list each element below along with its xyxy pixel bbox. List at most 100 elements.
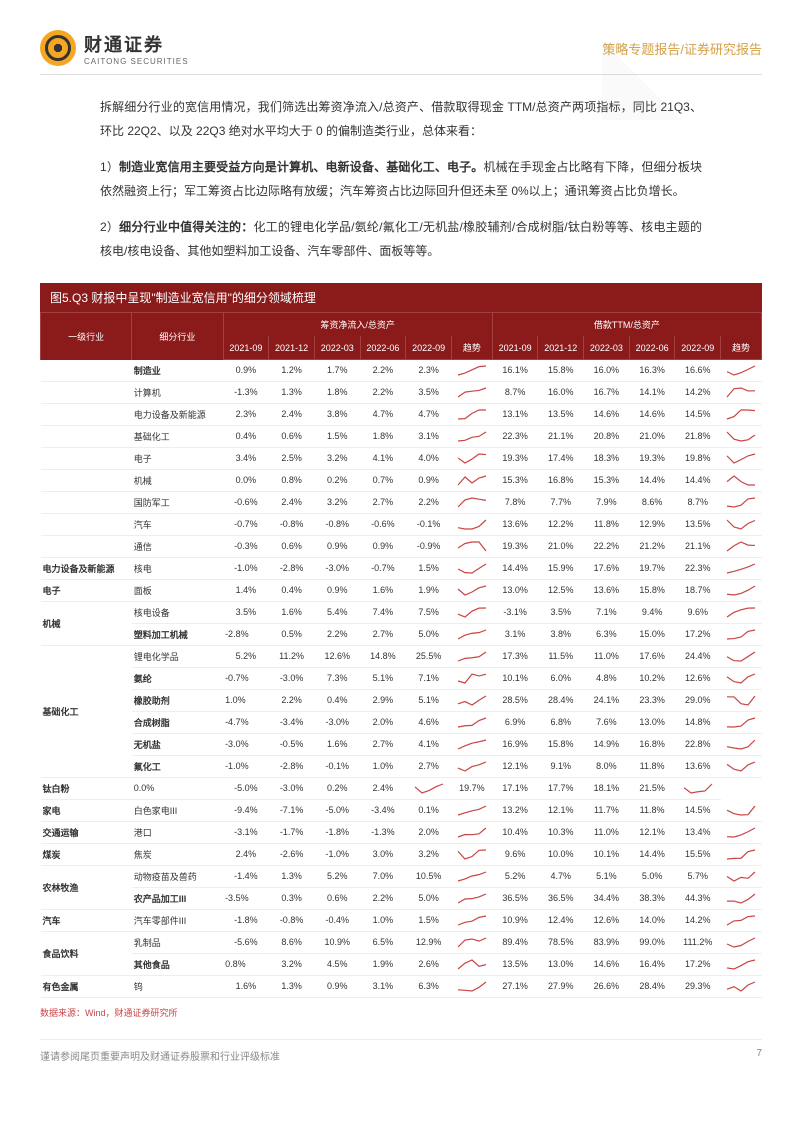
table-row: 家电白色家电III-9.4%-7.1%-5.0%-3.4%0.1%13.2%12… — [41, 799, 762, 821]
data-cell: 16.1% — [492, 360, 538, 382]
data-cell: 1.6% — [269, 601, 315, 623]
cat-cell — [41, 403, 132, 425]
trend-cell — [451, 953, 492, 975]
data-cell: -0.9% — [406, 535, 452, 557]
table-row: 基础化工锂电化学品5.2%11.2%12.6%14.8%25.5%17.3%11… — [41, 645, 762, 667]
data-cell: -3.5% — [223, 887, 269, 909]
trend-cell — [721, 843, 762, 865]
logo-icon — [40, 30, 76, 66]
data-cell: 17.1% — [492, 777, 538, 799]
data-cell: 14.6% — [629, 403, 675, 425]
data-cell: 12.4% — [538, 909, 584, 931]
data-cell: 12.6% — [584, 909, 630, 931]
data-cell: 22.8% — [675, 733, 721, 755]
table-row: 国防军工-0.6%2.4%3.2%2.7%2.2%7.8%7.7%7.9%8.6… — [41, 491, 762, 513]
sub-cell: 氨纶 — [132, 667, 223, 689]
data-cell: 24.4% — [675, 645, 721, 667]
page-number: 7 — [756, 1048, 762, 1063]
table-row: 电力设备及新能源核电-1.0%-2.8%-3.0%-0.7%1.5%14.4%1… — [41, 557, 762, 579]
data-cell: 19.7% — [629, 557, 675, 579]
data-cell: 2.2% — [314, 623, 360, 645]
data-cell: 3.5% — [406, 381, 452, 403]
data-cell: 1.5% — [314, 425, 360, 447]
data-cell: 29.0% — [675, 689, 721, 711]
data-cell: 0.2% — [314, 469, 360, 491]
data-cell: 19.3% — [492, 447, 538, 469]
data-cell: 7.1% — [584, 601, 630, 623]
trend-cell — [721, 799, 762, 821]
data-cell: 26.6% — [584, 975, 630, 997]
data-cell: 7.4% — [360, 601, 406, 623]
data-cell: 3.2% — [314, 491, 360, 513]
trend-cell — [721, 711, 762, 733]
data-cell: 38.3% — [629, 887, 675, 909]
sub-cell: 制造业 — [132, 360, 223, 382]
cat-cell: 交通运输 — [41, 821, 132, 843]
data-cell: 13.6% — [492, 513, 538, 535]
trend-cell — [721, 645, 762, 667]
trend-cell — [451, 579, 492, 601]
data-cell: 14.1% — [629, 381, 675, 403]
data-cell: 0.4% — [314, 689, 360, 711]
trend-cell — [721, 733, 762, 755]
sub-cell: 钨 — [132, 975, 223, 997]
table-row: 有色金属钨1.6%1.3%0.9%3.1%6.3%27.1%27.9%26.6%… — [41, 975, 762, 997]
data-cell: 14.4% — [675, 469, 721, 491]
data-cell: -3.0% — [314, 711, 360, 733]
data-cell: 19.3% — [629, 447, 675, 469]
data-cell: -5.0% — [223, 777, 269, 799]
data-cell: 0.8% — [223, 953, 269, 975]
data-cell: -3.0% — [269, 777, 315, 799]
data-cell: -0.7% — [360, 557, 406, 579]
trend-cell — [451, 887, 492, 909]
data-cell: 10.9% — [314, 931, 360, 953]
table-row: 机械核电设备3.5%1.6%5.4%7.4%7.5%-3.1%3.5%7.1%9… — [41, 601, 762, 623]
data-cell: 1.5% — [406, 909, 452, 931]
data-cell: 11.7% — [584, 799, 630, 821]
data-cell: 3.1% — [406, 425, 452, 447]
data-cell: 3.5% — [538, 601, 584, 623]
data-cell: 16.8% — [538, 469, 584, 491]
trend-cell — [451, 931, 492, 953]
data-source: 数据来源：Wind，财通证券研究所 — [40, 1006, 762, 1019]
data-cell: 8.0% — [584, 755, 630, 777]
col-period: 2021-09 — [492, 336, 538, 360]
trend-cell — [451, 975, 492, 997]
data-cell: 1.7% — [314, 360, 360, 382]
data-cell: 11.5% — [538, 645, 584, 667]
data-cell: 3.2% — [314, 447, 360, 469]
para-2: 1）制造业宽信用主要受益方向是计算机、电新设备、基础化工、电子。机械在手现金占比… — [100, 155, 702, 203]
trend-cell — [675, 777, 721, 799]
data-cell: 12.9% — [406, 931, 452, 953]
data-cell: 12.5% — [538, 579, 584, 601]
data-cell: 12.1% — [492, 755, 538, 777]
cat-cell: 机械 — [41, 601, 132, 645]
trend-cell — [721, 623, 762, 645]
logo: 财通证券 CAITONG SECURITIES — [40, 30, 189, 66]
col-period: 2022-03 — [314, 336, 360, 360]
trend-cell — [451, 447, 492, 469]
data-cell: 1.6% — [223, 975, 269, 997]
data-cell: 5.2% — [492, 865, 538, 887]
data-cell: -1.4% — [223, 865, 269, 887]
col-period: 趋势 — [451, 336, 492, 360]
data-cell: 13.6% — [675, 755, 721, 777]
data-cell: 14.0% — [629, 909, 675, 931]
data-cell: 89.4% — [492, 931, 538, 953]
data-cell: -3.0% — [269, 667, 315, 689]
table-row: 农林牧渔动物疫苗及兽药-1.4%1.3%5.2%7.0%10.5%5.2%4.7… — [41, 865, 762, 887]
data-cell: 10.3% — [538, 821, 584, 843]
data-cell: 17.4% — [538, 447, 584, 469]
trend-cell — [451, 425, 492, 447]
data-cell: 2.6% — [406, 953, 452, 975]
data-cell: 16.4% — [629, 953, 675, 975]
data-cell: -0.3% — [223, 535, 269, 557]
data-cell: 28.4% — [629, 975, 675, 997]
data-cell: -0.4% — [314, 909, 360, 931]
data-cell: 1.8% — [314, 381, 360, 403]
data-cell: 3.2% — [269, 953, 315, 975]
sub-cell: 锂电化学品 — [132, 645, 223, 667]
data-cell: 5.2% — [223, 645, 269, 667]
data-cell: -0.8% — [269, 513, 315, 535]
table-row: 电力设备及新能源2.3%2.4%3.8%4.7%4.7%13.1%13.5%14… — [41, 403, 762, 425]
